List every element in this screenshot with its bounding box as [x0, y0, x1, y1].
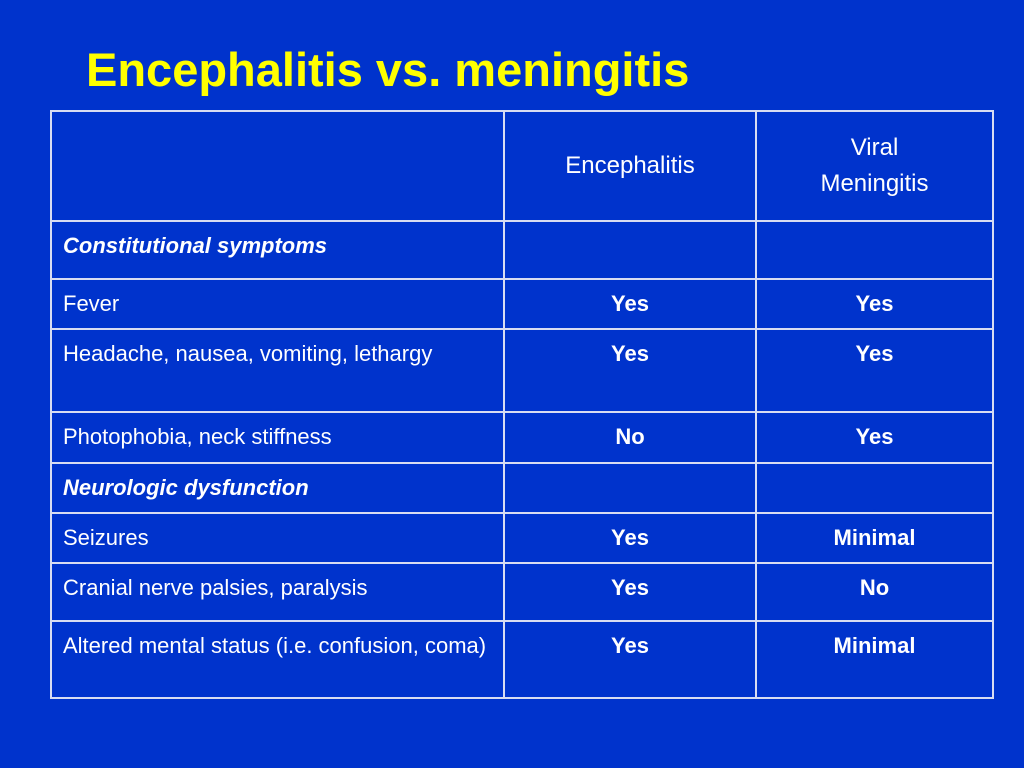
comparison-table: Encephalitis Viral Meningitis Constituti…: [50, 110, 994, 699]
row-label: Cranial nerve palsies, paralysis: [50, 562, 505, 622]
row-label: Altered mental status (i.e. confusion, c…: [50, 620, 505, 699]
meningitis-value: [755, 220, 994, 280]
header-empty-cell: [50, 110, 505, 222]
table-row: Altered mental status (i.e. confusion, c…: [50, 620, 994, 699]
table-header-row: Encephalitis Viral Meningitis: [50, 110, 994, 222]
meningitis-value: Minimal: [755, 620, 994, 699]
table-row: Fever Yes Yes: [50, 278, 994, 330]
row-label: Photophobia, neck stiffness: [50, 411, 505, 464]
table-row: Seizures Yes Minimal: [50, 512, 994, 564]
section-row: Neurologic dysfunction: [50, 462, 994, 514]
encephalitis-value: [503, 462, 757, 514]
meningitis-value: [755, 462, 994, 514]
section-label: Constitutional symptoms: [50, 220, 505, 280]
encephalitis-value: Yes: [503, 620, 757, 699]
row-label: Headache, nausea, vomiting, lethargy: [50, 328, 505, 413]
meningitis-value: Yes: [755, 328, 994, 413]
table-row: Cranial nerve palsies, paralysis Yes No: [50, 562, 994, 622]
table-row: Headache, nausea, vomiting, lethargy Yes Y…: [50, 328, 994, 413]
encephalitis-value: Yes: [503, 328, 757, 413]
row-label: Seizures: [50, 512, 505, 564]
encephalitis-value: Yes: [503, 512, 757, 564]
section-row: Constitutional symptoms: [50, 220, 994, 280]
row-label: Fever: [50, 278, 505, 330]
meningitis-value: Minimal: [755, 512, 994, 564]
header-viral-meningitis: Viral Meningitis: [755, 110, 994, 222]
meningitis-value: Yes: [755, 278, 994, 330]
encephalitis-value: Yes: [503, 278, 757, 330]
encephalitis-value: Yes: [503, 562, 757, 622]
section-label: Neurologic dysfunction: [50, 462, 505, 514]
encephalitis-value: No: [503, 411, 757, 464]
encephalitis-value: [503, 220, 757, 280]
table-row: Photophobia, neck stiffness No Yes: [50, 411, 994, 464]
meningitis-value: No: [755, 562, 994, 622]
meningitis-value: Yes: [755, 411, 994, 464]
slide-title: Encephalitis vs. meningitis: [86, 43, 690, 96]
header-encephalitis: Encephalitis: [503, 110, 757, 222]
